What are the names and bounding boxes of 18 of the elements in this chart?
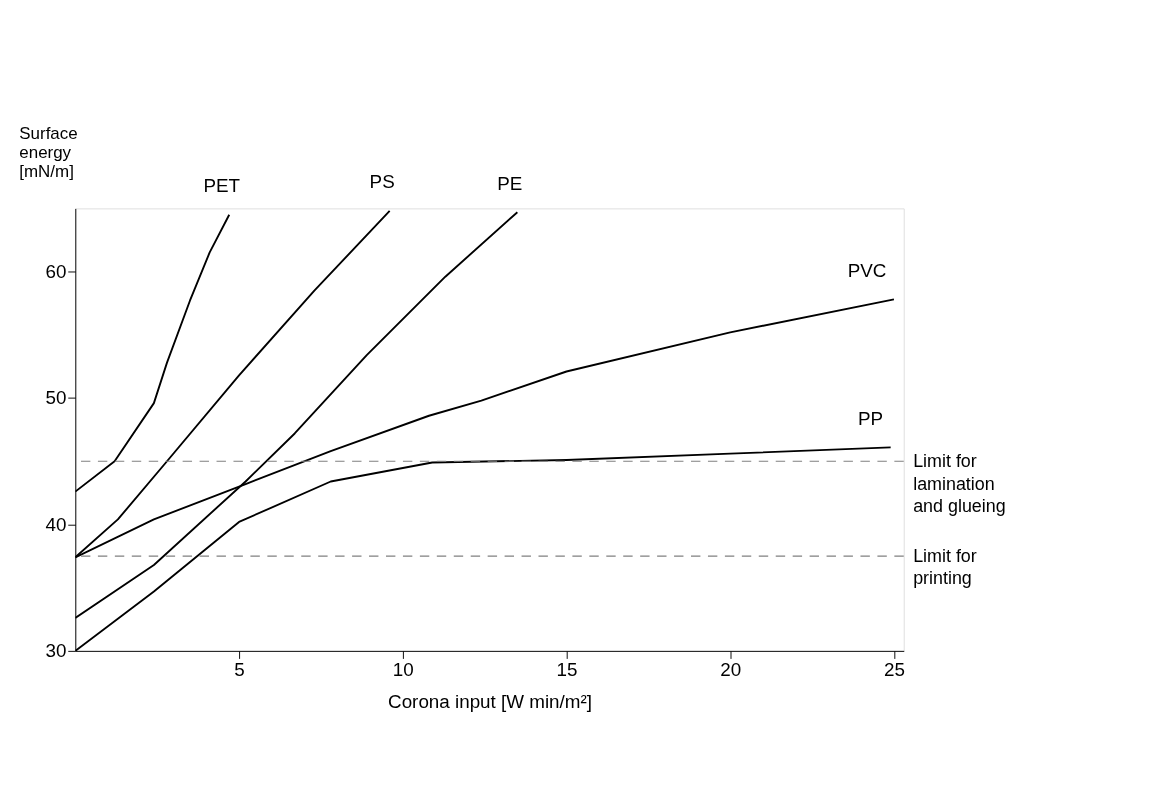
y-tick-label: 60 [45, 260, 67, 282]
x-axis-title: Corona input [W min/m²] [388, 690, 592, 712]
x-tick-label: 25 [883, 658, 905, 680]
series-label: PET [203, 175, 241, 197]
y-tick-label: 30 [45, 640, 67, 662]
y-axis-title: Surface energy [mN/m] [19, 124, 78, 181]
series-label: PVC [847, 259, 887, 281]
series-label: PE [497, 172, 523, 194]
x-tick-label: 20 [720, 658, 742, 680]
y-tick-label: 50 [45, 387, 67, 409]
series-label: PP [858, 407, 884, 429]
x-tick-label: 15 [556, 658, 578, 680]
x-tick-label: 10 [392, 658, 414, 680]
x-tick-label: 5 [234, 658, 245, 680]
ref-line-label: Limit for printing [913, 545, 977, 589]
series-label: PS [369, 171, 395, 193]
ref-line-label: Limit for lamination and glueing [913, 450, 1006, 517]
y-tick-label: 40 [45, 513, 67, 535]
